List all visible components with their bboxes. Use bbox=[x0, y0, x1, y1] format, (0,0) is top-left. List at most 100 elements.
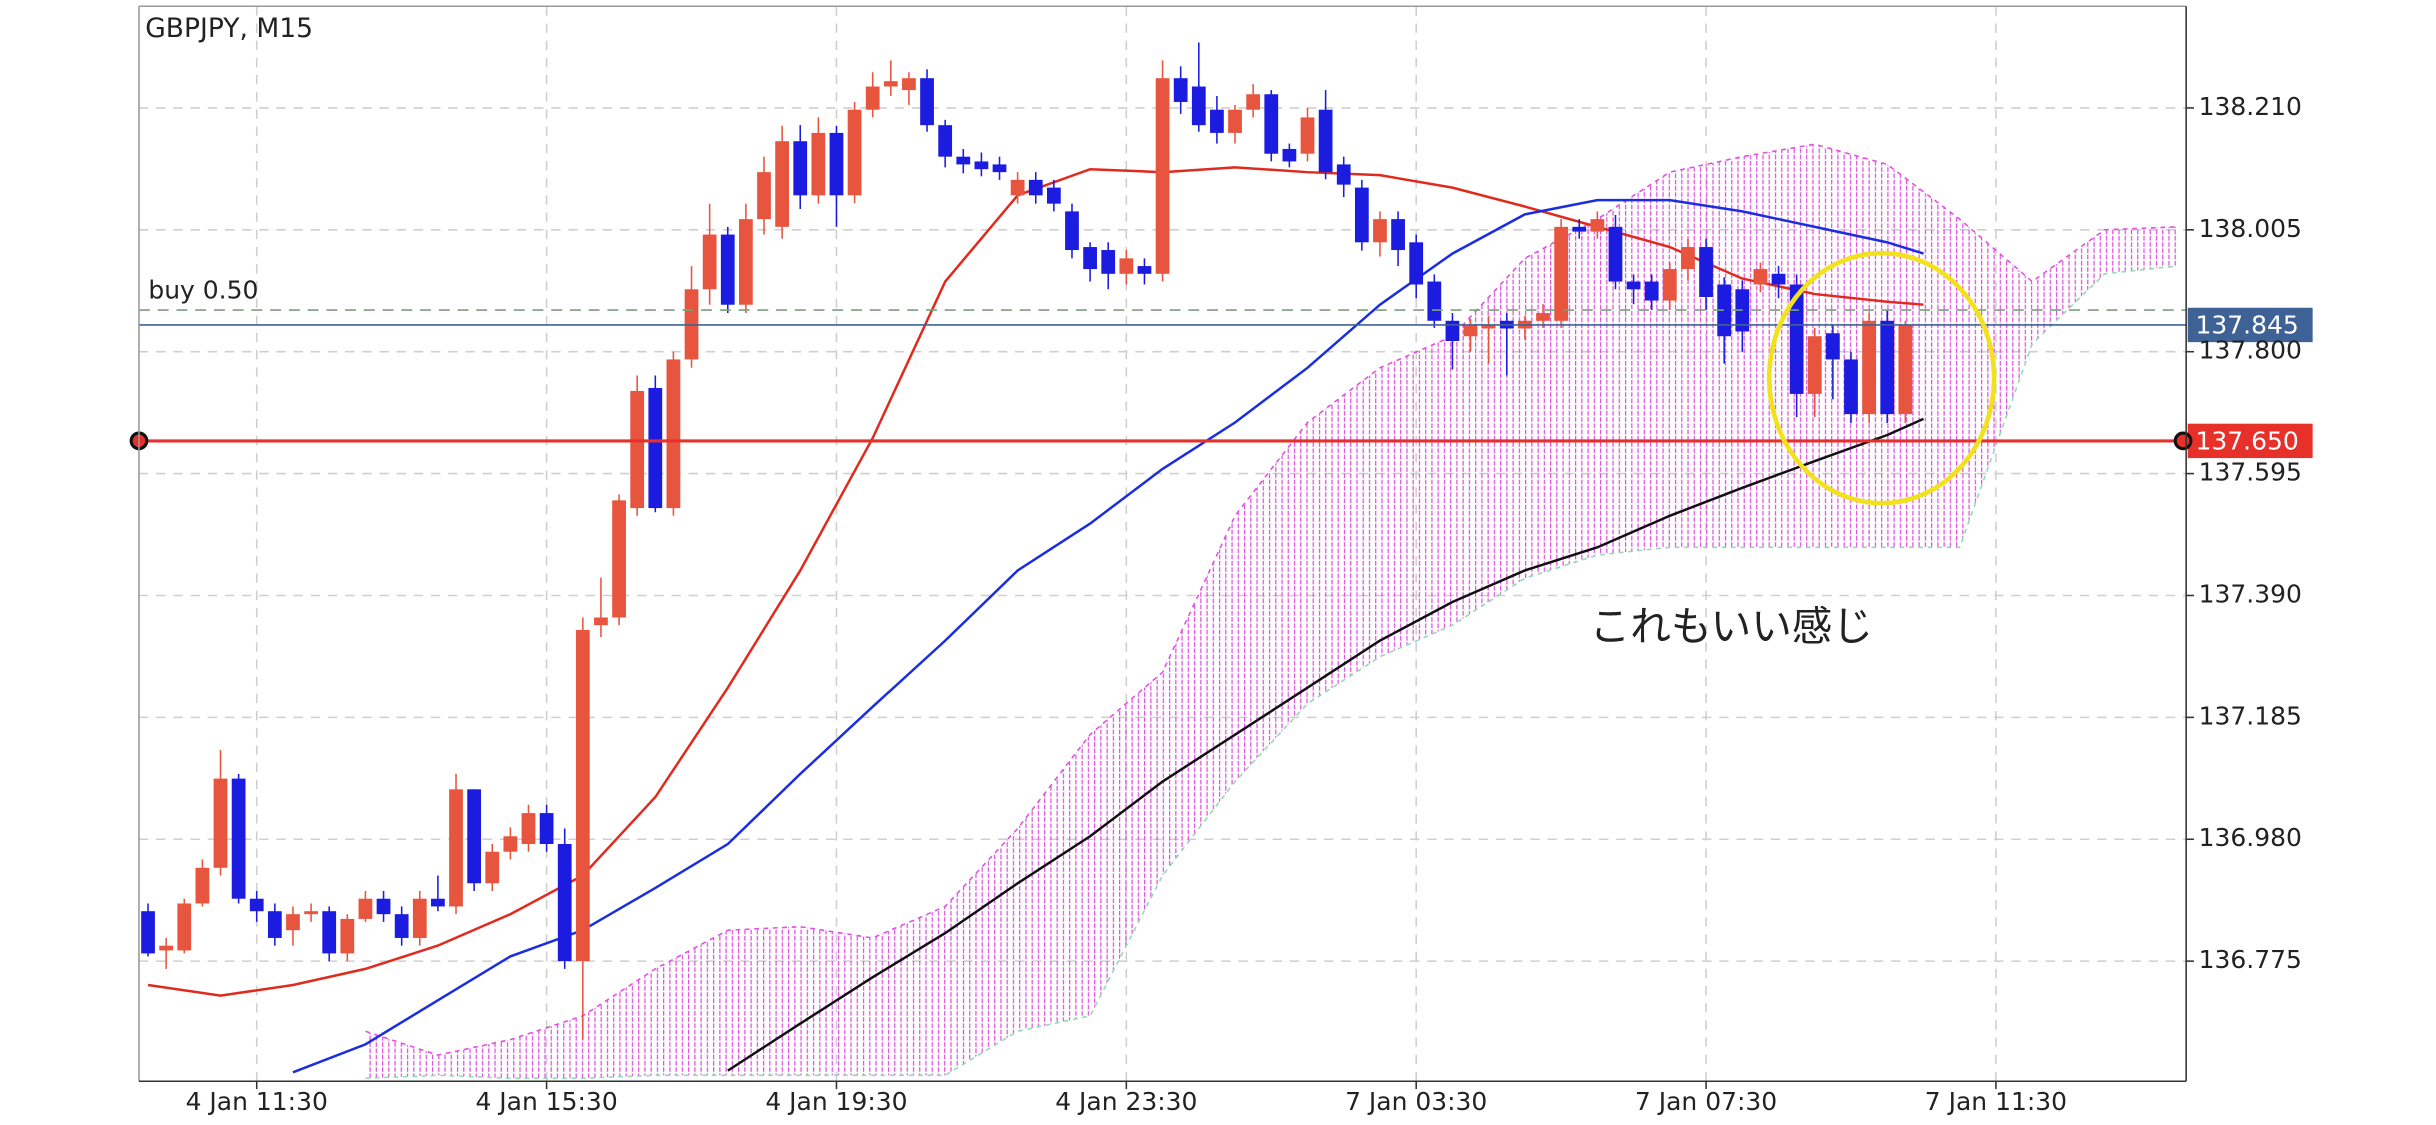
y-tick-label: 136.980 bbox=[2199, 823, 2302, 852]
x-tick-label: 7 Jan 07:30 bbox=[1635, 1087, 1777, 1116]
candle-body bbox=[1083, 247, 1097, 270]
candle-body bbox=[485, 851, 500, 884]
candle-body bbox=[974, 161, 989, 170]
candle-body bbox=[141, 911, 155, 954]
candle-body bbox=[1391, 219, 1405, 251]
candle-body bbox=[992, 164, 1007, 173]
annotation: これもいい感じ bbox=[1590, 603, 1873, 651]
x-tick-label: 7 Jan 11:30 bbox=[1925, 1087, 2067, 1116]
candle-body bbox=[1590, 219, 1605, 232]
candle-body bbox=[1010, 179, 1025, 196]
candle-body bbox=[630, 390, 645, 509]
candle-body bbox=[1789, 284, 1804, 394]
candle-body bbox=[539, 813, 554, 845]
candle-body bbox=[1445, 320, 1460, 341]
candle-body bbox=[938, 125, 953, 157]
candle-body bbox=[1173, 78, 1188, 102]
candle-body bbox=[1681, 247, 1695, 270]
candle-body bbox=[594, 617, 608, 626]
candle-body bbox=[1137, 266, 1152, 274]
price-tag-label: 137.650 bbox=[2196, 426, 2299, 455]
candle-body bbox=[829, 132, 844, 196]
x-tick-label: 7 Jan 03:30 bbox=[1345, 1087, 1487, 1116]
candle-body bbox=[1318, 109, 1333, 173]
candle-body bbox=[1427, 281, 1442, 321]
candle-body bbox=[1282, 148, 1297, 162]
candle-body bbox=[1191, 86, 1206, 126]
candle-body bbox=[1481, 325, 1496, 329]
axes-layer: 138.210 138.005 137.800 137.595 137.390 137.1… bbox=[138, 5, 2302, 1116]
levels-layer: buy 0.50 137.845 137.650 bbox=[129, 275, 2313, 459]
candle-body bbox=[412, 898, 427, 938]
candle-body bbox=[394, 914, 409, 938]
candle-body bbox=[1771, 273, 1786, 285]
highlight-circle bbox=[1766, 250, 1997, 506]
x-tick-label: 4 Jan 11:30 bbox=[186, 1087, 328, 1116]
candle-body bbox=[1880, 320, 1895, 415]
cloud-layer bbox=[365, 143, 2178, 1080]
candle-body bbox=[702, 234, 717, 290]
candle-body bbox=[1807, 336, 1822, 394]
price-tag-label: 137.845 bbox=[2196, 311, 2299, 340]
candle-body bbox=[1898, 324, 1913, 415]
level-label: buy 0.50 bbox=[148, 275, 258, 304]
candle-body bbox=[1463, 325, 1478, 337]
candle-body bbox=[1046, 187, 1061, 204]
candle-body bbox=[793, 141, 808, 196]
candle-body bbox=[195, 867, 210, 904]
candle-body bbox=[575, 629, 590, 962]
cloud-span-b bbox=[365, 265, 2178, 1080]
y-tick-label: 137.185 bbox=[2199, 701, 2302, 730]
candle-body bbox=[1717, 284, 1732, 337]
candle-body bbox=[1536, 313, 1550, 321]
candle-body bbox=[775, 141, 790, 227]
y-tick-label: 136.775 bbox=[2199, 945, 2302, 974]
candle-body bbox=[159, 945, 174, 951]
level-handle bbox=[2173, 431, 2193, 451]
candle-body bbox=[1155, 78, 1170, 274]
candle-body bbox=[521, 813, 536, 845]
candle-body bbox=[902, 78, 916, 91]
candle-body bbox=[1844, 359, 1858, 415]
candle-body bbox=[213, 778, 228, 868]
candle-body bbox=[1119, 258, 1134, 274]
candle-body bbox=[304, 911, 318, 915]
y-tick-label: 137.800 bbox=[2199, 336, 2302, 365]
cloud-span-a bbox=[365, 143, 2178, 1056]
y-tick-label: 137.390 bbox=[2199, 579, 2302, 608]
candle-body bbox=[757, 172, 771, 220]
x-tick-label: 4 Jan 15:30 bbox=[475, 1087, 617, 1116]
candle-body bbox=[865, 86, 880, 110]
candle-body bbox=[1028, 179, 1043, 196]
candle-body bbox=[358, 898, 373, 919]
candle-body bbox=[1825, 333, 1840, 360]
candle-body bbox=[1409, 242, 1424, 285]
candle-body bbox=[666, 359, 681, 509]
candles-layer bbox=[141, 42, 1913, 1040]
candle-body bbox=[1354, 187, 1369, 243]
candle-body bbox=[1300, 117, 1315, 154]
candle-body bbox=[231, 778, 246, 899]
candle-body bbox=[1626, 281, 1641, 290]
indicator-line bbox=[727, 417, 1925, 1072]
cloud-area bbox=[365, 144, 2178, 1079]
candle-body bbox=[1373, 219, 1387, 243]
candle-body bbox=[1644, 281, 1659, 301]
candle-body bbox=[738, 219, 753, 305]
candle-body bbox=[720, 234, 735, 305]
candle-body bbox=[267, 911, 282, 938]
price-tag bbox=[2187, 307, 2313, 343]
candle-body bbox=[1699, 247, 1713, 297]
candle-body bbox=[1753, 269, 1768, 285]
candle-body bbox=[1662, 269, 1677, 301]
candle-body bbox=[431, 898, 445, 907]
candle-body bbox=[1862, 320, 1876, 415]
x-tick-label: 4 Jan 23:30 bbox=[1055, 1087, 1197, 1116]
candle-body bbox=[612, 500, 626, 618]
y-tick-label: 137.595 bbox=[2199, 458, 2302, 487]
candle-body bbox=[340, 918, 355, 954]
candle-body bbox=[467, 789, 482, 884]
candle-body bbox=[883, 81, 898, 87]
